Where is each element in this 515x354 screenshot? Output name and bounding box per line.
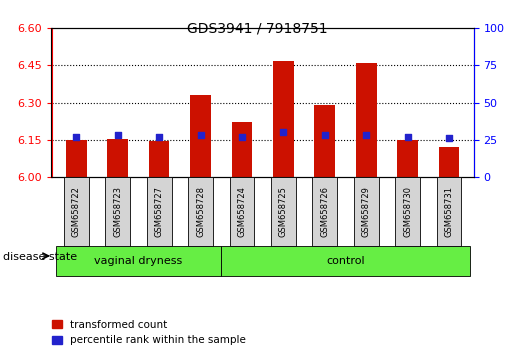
Bar	[312, 177, 337, 246]
Bar	[397, 139, 418, 177]
Bar	[356, 63, 376, 177]
Legend: transformed count, percentile rank within the sample: transformed count, percentile rank withi…	[52, 320, 246, 345]
Text: GSM658729: GSM658729	[362, 186, 371, 237]
Bar	[232, 122, 252, 177]
Text: vaginal dryness: vaginal dryness	[94, 256, 183, 266]
Point	[362, 132, 370, 138]
Point	[279, 130, 287, 135]
Text: GSM658722: GSM658722	[72, 186, 81, 237]
Bar	[437, 177, 461, 246]
Bar	[271, 177, 296, 246]
Point	[196, 132, 204, 138]
Text: control: control	[326, 256, 365, 266]
Bar	[147, 177, 171, 246]
Text: disease state: disease state	[3, 252, 77, 262]
Point	[238, 134, 246, 140]
Point	[321, 132, 329, 138]
Point	[155, 134, 163, 140]
Bar	[221, 246, 470, 276]
Bar	[64, 177, 89, 246]
Text: GSM658731: GSM658731	[444, 186, 454, 237]
Bar	[354, 177, 379, 246]
Bar	[439, 147, 459, 177]
Bar	[66, 139, 87, 177]
Bar	[149, 141, 169, 177]
Bar	[56, 246, 221, 276]
Bar	[395, 177, 420, 246]
Text: GSM658724: GSM658724	[237, 186, 247, 237]
Text: GSM658728: GSM658728	[196, 186, 205, 237]
Bar	[314, 105, 335, 177]
Point	[445, 136, 453, 141]
Text: GSM658725: GSM658725	[279, 186, 288, 237]
Text: GSM658723: GSM658723	[113, 186, 122, 237]
Point	[114, 132, 122, 138]
Bar	[273, 61, 294, 177]
Point	[72, 134, 80, 140]
Text: GDS3941 / 7918751: GDS3941 / 7918751	[187, 21, 328, 35]
Text: GSM658726: GSM658726	[320, 186, 329, 237]
Bar	[188, 177, 213, 246]
Point	[403, 134, 411, 140]
Bar	[106, 177, 130, 246]
Bar	[108, 139, 128, 177]
Bar	[190, 95, 211, 177]
Bar	[230, 177, 254, 246]
Text: GSM658727: GSM658727	[154, 186, 164, 237]
Text: GSM658730: GSM658730	[403, 186, 412, 237]
